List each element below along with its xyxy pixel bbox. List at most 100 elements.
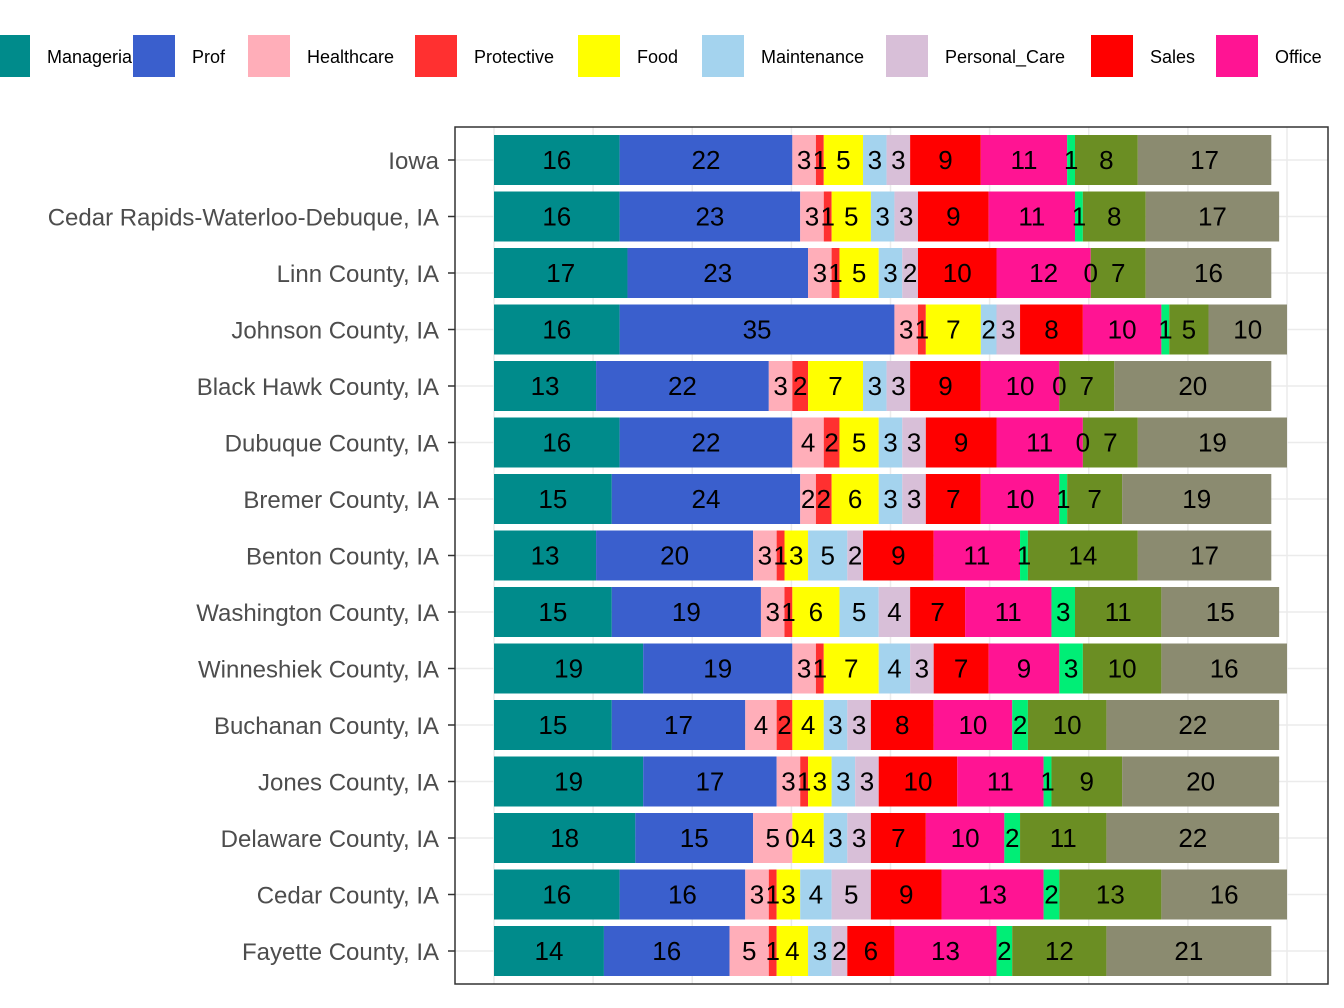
data-label: 17 bbox=[695, 767, 724, 797]
y-tick-label: Fayette County, IA bbox=[242, 939, 439, 966]
legend-label: Managerial bbox=[47, 47, 136, 67]
y-axis: Iowa Cedar Rapids-Waterloo-Debuque, IA Lin… bbox=[48, 148, 455, 966]
bar-segment bbox=[831, 869, 871, 920]
data-label: 19 bbox=[554, 767, 583, 797]
data-label: 3 bbox=[750, 880, 764, 910]
bar-segment bbox=[792, 587, 840, 637]
data-label: 4 bbox=[887, 654, 901, 684]
bar-segment bbox=[1043, 756, 1052, 807]
bar-segment bbox=[1082, 304, 1162, 355]
data-label: 5 bbox=[852, 428, 866, 458]
data-label: 16 bbox=[1210, 880, 1239, 910]
bar-segment bbox=[886, 361, 911, 411]
bar-segment bbox=[894, 304, 918, 355]
y-tick-label: Dubuque County, IA bbox=[225, 431, 439, 458]
data-label: 2 bbox=[981, 315, 995, 345]
bar-segment bbox=[1208, 304, 1287, 355]
data-label: 19 bbox=[1198, 428, 1227, 458]
bar-segment bbox=[831, 474, 879, 524]
bar-segment bbox=[894, 191, 918, 242]
bar-segment bbox=[494, 304, 620, 355]
bar-segment bbox=[753, 530, 777, 581]
bar-segment bbox=[823, 135, 864, 185]
bar-segment bbox=[1145, 191, 1280, 242]
data-label: 3 bbox=[765, 597, 779, 627]
data-label: 3 bbox=[789, 541, 803, 571]
data-label: 17 bbox=[1190, 541, 1219, 571]
bar-segment bbox=[996, 926, 1013, 976]
data-label: 4 bbox=[785, 936, 799, 966]
bar-segment bbox=[1161, 304, 1170, 355]
bar-segment bbox=[988, 643, 1060, 694]
data-label: 19 bbox=[703, 654, 732, 684]
bar-segment bbox=[815, 643, 824, 694]
bar-segment bbox=[619, 135, 793, 185]
bar-segment bbox=[870, 869, 942, 920]
data-label: 20 bbox=[1186, 767, 1215, 797]
data-label: 7 bbox=[891, 823, 905, 853]
bar-segment bbox=[1161, 587, 1280, 637]
bar-segment bbox=[494, 756, 644, 807]
bar-segment bbox=[980, 361, 1060, 411]
data-label: 20 bbox=[660, 541, 689, 571]
bar-segment bbox=[792, 643, 816, 694]
bar-segment bbox=[870, 813, 926, 863]
data-label: 9 bbox=[899, 880, 913, 910]
data-label: 5 bbox=[1182, 315, 1196, 345]
data-label: 2 bbox=[848, 541, 862, 571]
data-label: 8 bbox=[895, 710, 909, 740]
bar-segment bbox=[745, 869, 769, 920]
data-label: 3 bbox=[836, 767, 850, 797]
bar-segment bbox=[870, 700, 934, 750]
data-label: 10 bbox=[958, 710, 987, 740]
data-label: 3 bbox=[899, 315, 913, 345]
bar-segment bbox=[800, 191, 824, 242]
data-label: 13 bbox=[931, 936, 960, 966]
bar-segment bbox=[1082, 643, 1162, 694]
bar-segment bbox=[980, 304, 997, 355]
bar-segment bbox=[1004, 813, 1021, 863]
data-label: 0 bbox=[1076, 428, 1090, 458]
bar-segment bbox=[831, 756, 856, 807]
data-label: 7 bbox=[1111, 258, 1125, 288]
bar-segment bbox=[839, 248, 879, 298]
bar-segment bbox=[1027, 530, 1138, 581]
data-label: 10 bbox=[951, 823, 980, 853]
bar-segment bbox=[494, 530, 597, 581]
data-label: 5 bbox=[852, 258, 866, 288]
bar-segment bbox=[1137, 530, 1272, 581]
bar-segment bbox=[494, 813, 636, 863]
data-label: 16 bbox=[1210, 654, 1239, 684]
bar-segment bbox=[847, 926, 895, 976]
data-label: 10 bbox=[1053, 710, 1082, 740]
data-label: 7 bbox=[954, 654, 968, 684]
data-label: 22 bbox=[1178, 710, 1207, 740]
bar-segment bbox=[760, 587, 785, 637]
bar-segment bbox=[768, 869, 777, 920]
data-label: 11 bbox=[1026, 428, 1053, 458]
bar-segment bbox=[792, 417, 824, 468]
bar-segment bbox=[611, 587, 761, 637]
data-label: 24 bbox=[692, 484, 721, 514]
bar-segment bbox=[494, 587, 612, 637]
bar-segment bbox=[863, 530, 934, 581]
bar-segment bbox=[839, 417, 879, 468]
data-label: 13 bbox=[531, 371, 560, 401]
bar-segment bbox=[784, 530, 809, 581]
data-label: 11 bbox=[995, 597, 1022, 627]
bar-segment bbox=[792, 361, 809, 411]
bar-segment bbox=[1114, 361, 1272, 411]
bar-segment bbox=[925, 304, 981, 355]
data-label: 17 bbox=[664, 710, 693, 740]
bar-segment bbox=[957, 756, 1044, 807]
data-label: 4 bbox=[801, 823, 815, 853]
legend-label: Maintenance bbox=[761, 47, 864, 67]
bar-segment bbox=[933, 643, 989, 694]
y-tick-label: Delaware County, IA bbox=[221, 826, 439, 853]
data-label: 3 bbox=[868, 145, 882, 175]
data-label: 5 bbox=[836, 145, 850, 175]
data-label: 3 bbox=[915, 654, 929, 684]
bar-segment bbox=[619, 304, 895, 355]
bar-segment bbox=[808, 248, 832, 298]
data-label: 11 bbox=[1050, 823, 1077, 853]
